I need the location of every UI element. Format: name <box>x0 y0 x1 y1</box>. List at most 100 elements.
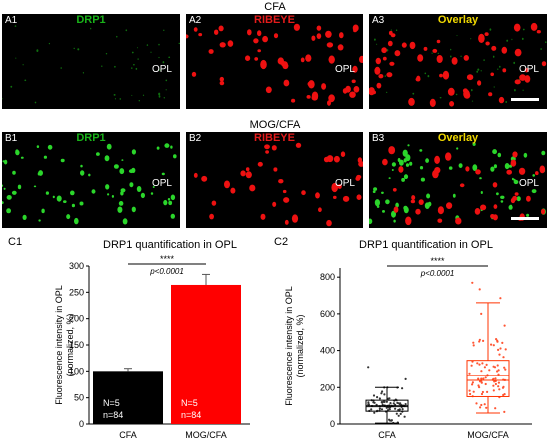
data-point <box>380 392 383 395</box>
scale-bar <box>511 217 539 220</box>
data-point <box>498 353 501 356</box>
data-point <box>383 400 386 403</box>
y-tick-label: 150 <box>69 340 84 350</box>
chart-title: DRP1 quantification in OPL <box>103 239 237 251</box>
data-point <box>497 348 500 351</box>
data-point <box>480 403 483 407</box>
micrograph-a2: A2 RIBEYE OPL <box>186 14 363 109</box>
panel-id-label: B2 <box>189 133 202 144</box>
p-value: p<0.0001 <box>420 269 455 278</box>
data-point <box>490 343 493 346</box>
opl-label: OPL <box>334 178 355 189</box>
y-axis-label: (normalized, %) <box>295 314 305 377</box>
data-point <box>469 392 472 396</box>
data-point <box>482 377 485 380</box>
data-point <box>477 384 480 387</box>
data-point <box>470 364 473 367</box>
data-point <box>499 347 502 350</box>
data-point <box>472 341 475 344</box>
panel-label-c2: C2 <box>274 236 289 248</box>
channel-title: RIBEYE <box>254 132 295 144</box>
data-point <box>383 393 386 396</box>
micrograph-b3: B3 Overlay OPL <box>369 132 547 228</box>
data-point <box>476 362 479 365</box>
data-point <box>483 366 486 369</box>
data-point <box>387 397 390 400</box>
data-point <box>494 377 497 380</box>
data-point <box>478 363 481 366</box>
data-point <box>403 415 406 418</box>
panel-id-label: A2 <box>189 15 202 26</box>
y-tick-label: 600 <box>320 309 335 319</box>
data-point <box>492 389 495 392</box>
opl-label: OPL <box>334 64 355 75</box>
data-point <box>501 341 504 344</box>
significance-stars: **** <box>430 256 445 266</box>
y-tick-label: 400 <box>320 346 335 356</box>
data-point <box>480 377 483 380</box>
p-value: p<0.0001 <box>149 267 184 276</box>
micrograph-a1: A1 DRP1 OPL <box>2 14 180 109</box>
bar-annotation: n=84 <box>181 410 201 420</box>
data-point <box>390 419 393 422</box>
data-point <box>380 408 384 411</box>
data-point <box>478 338 481 341</box>
y-tick-label: 300 <box>69 261 84 271</box>
micrograph-b2: B2 RIBEYE OPL <box>186 132 363 228</box>
bar-chart-c1: DRP1 quantification in OPL 0 50 100 150 200 25… <box>54 239 250 440</box>
data-point <box>468 389 471 392</box>
data-point <box>397 414 400 417</box>
data-point <box>381 401 384 404</box>
data-point <box>388 418 391 421</box>
data-point <box>485 363 488 366</box>
panel-id-label: B1 <box>5 133 18 144</box>
data-point <box>504 368 507 371</box>
y-tick-label: 0 <box>79 419 84 429</box>
data-point <box>385 400 388 403</box>
data-point <box>503 324 506 327</box>
scale-bar <box>511 98 539 101</box>
data-point <box>503 410 506 413</box>
data-point <box>485 406 488 409</box>
y-axis-label: Fluorescence intensity in OPL <box>284 286 294 406</box>
data-point <box>501 386 505 389</box>
x-tick-label: MOG/CFA <box>185 430 227 440</box>
data-point <box>480 312 483 315</box>
data-point <box>497 381 500 384</box>
data-point <box>478 340 481 343</box>
data-point <box>493 366 497 369</box>
y-tick-label: 0 <box>330 419 335 429</box>
bar-mog-cfa <box>171 284 241 424</box>
y-axis-label: Fluorescence intensity in OPL <box>54 285 64 405</box>
data-point <box>492 384 495 387</box>
data-point <box>471 281 474 284</box>
data-point <box>378 397 381 400</box>
bar-annotation: n=84 <box>103 410 123 420</box>
y-tick-label: 200 <box>69 314 84 324</box>
data-point <box>396 401 399 404</box>
data-point <box>492 377 495 380</box>
data-point <box>488 369 491 372</box>
data-point <box>372 401 375 404</box>
data-point <box>401 408 404 411</box>
bar-cfa <box>93 371 163 424</box>
data-point <box>472 390 475 393</box>
data-point <box>496 364 499 367</box>
channel-title: Overlay <box>437 14 479 26</box>
box-mog-cfa <box>466 360 510 397</box>
data-point <box>401 387 404 390</box>
data-point <box>367 403 370 406</box>
data-point <box>482 339 485 342</box>
data-point <box>486 390 489 393</box>
data-point <box>496 340 499 343</box>
channel-title: RIBEYE <box>254 14 295 26</box>
significance-stars: **** <box>160 254 175 264</box>
micrograph-a3: A3 Overlay OPL <box>369 14 547 109</box>
data-point <box>477 377 480 380</box>
y-tick-label: 100 <box>69 366 84 376</box>
data-point <box>399 402 402 405</box>
panel-label-c1: C1 <box>8 236 23 248</box>
data-point <box>394 407 397 410</box>
opl-label: OPL <box>151 64 172 75</box>
data-point <box>367 366 370 369</box>
